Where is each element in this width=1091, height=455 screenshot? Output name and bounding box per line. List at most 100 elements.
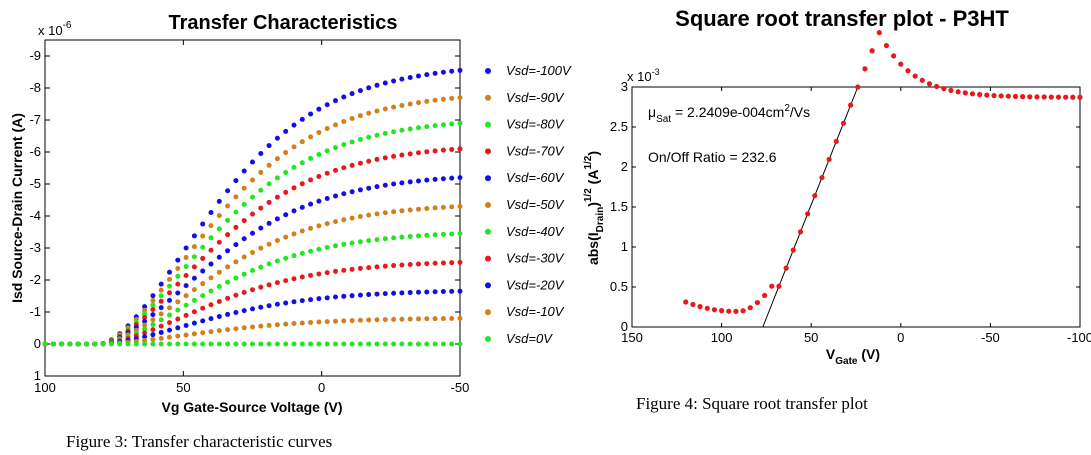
data-point: [919, 77, 925, 83]
data-point: [407, 316, 413, 322]
data-point: [274, 135, 280, 141]
data-point: [200, 244, 206, 250]
data-point: [241, 254, 247, 260]
data-point: [274, 301, 280, 307]
data-point: [840, 120, 847, 126]
data-point: [233, 194, 239, 200]
data-point: [299, 160, 305, 166]
legend-entry: Vsd=-20V: [506, 277, 565, 292]
data-point: [333, 122, 338, 128]
data-point: [216, 313, 222, 319]
data-point: [191, 264, 197, 270]
data-point: [250, 159, 255, 165]
data-point: [258, 284, 264, 290]
data-point: [366, 85, 372, 91]
data-point: [59, 341, 65, 347]
data-point: [167, 305, 172, 311]
data-point: [274, 341, 280, 347]
data-point: [333, 98, 338, 104]
data-point: [233, 209, 239, 215]
sqrt-x-axis-label: VGate (V): [826, 346, 880, 367]
data-point: [407, 101, 413, 107]
data-point: [100, 341, 106, 347]
data-point: [283, 189, 289, 195]
data-point: [291, 341, 297, 347]
data-point: [258, 150, 264, 156]
data-point: [912, 73, 918, 79]
data-point: [399, 127, 405, 133]
data-point: [366, 134, 372, 140]
data-point: [374, 82, 380, 88]
data-point: [333, 341, 338, 347]
data-point: [416, 100, 421, 106]
data-point: [740, 308, 746, 314]
data-point: [241, 308, 247, 314]
data-point: [399, 76, 405, 82]
y-tick-label: 3: [621, 79, 628, 94]
data-point: [1012, 93, 1019, 100]
data-point: [142, 330, 148, 336]
data-point: [862, 66, 868, 72]
data-point: [783, 265, 789, 271]
y-tick-label: -4: [29, 208, 41, 223]
data-point: [391, 341, 397, 347]
data-point: [324, 148, 330, 154]
data-point: [432, 205, 438, 211]
data-point: [407, 126, 413, 132]
data-point: [754, 299, 761, 306]
data-point: [266, 282, 272, 288]
data-point: [291, 208, 297, 214]
data-point: [299, 320, 305, 326]
data-point: [142, 341, 148, 347]
data-point: [158, 335, 164, 341]
y-tick-label: -5: [29, 176, 41, 191]
transfer-x-axis-label: Vg Gate-Source Voltage (V): [162, 399, 343, 415]
data-point: [399, 234, 405, 240]
data-point: [191, 254, 197, 260]
data-point: [241, 236, 247, 242]
data-point: [216, 198, 222, 204]
data-point: [449, 121, 455, 127]
data-point: [991, 92, 997, 99]
data-point: [357, 187, 363, 193]
data-point: [449, 68, 455, 74]
data-point: [382, 80, 388, 86]
data-point: [366, 317, 372, 323]
y-tick-label: 1.5: [610, 199, 628, 214]
data-point: [216, 226, 222, 232]
data-point: [399, 341, 405, 347]
data-point: [67, 341, 73, 347]
data-point: [790, 247, 796, 253]
transfer-legend: Vsd=-100V Vsd=-90V Vsd=-80V Vsd=-70V Vsd=-60…: [485, 63, 572, 346]
data-point: [274, 238, 280, 244]
x-tick-label: -50: [981, 330, 1000, 345]
data-point: [366, 265, 372, 271]
data-point: [424, 316, 430, 322]
data-point: [324, 295, 330, 301]
data-point: [457, 67, 463, 73]
data-point: [233, 178, 239, 184]
data-point: [175, 333, 181, 339]
data-point: [308, 177, 314, 183]
data-point: [167, 312, 172, 318]
data-point: [258, 169, 264, 175]
data-point: [357, 341, 363, 347]
data-point: [391, 209, 397, 215]
legend-marker: [485, 121, 491, 128]
data-point: [349, 162, 355, 168]
data-point: [200, 268, 206, 274]
data-point: [183, 302, 189, 308]
legend-entry: Vsd=-30V: [506, 251, 565, 266]
data-point: [274, 322, 280, 328]
data-point: [291, 122, 297, 128]
data-point: [216, 341, 222, 347]
data-point: [167, 290, 172, 296]
data-point: [191, 233, 197, 239]
data-point: [357, 160, 363, 166]
x-tick-label: 0: [318, 380, 325, 395]
data-point: [117, 341, 123, 347]
x-tick-label: 50: [176, 380, 190, 395]
data-point: [690, 301, 696, 308]
data-point: [440, 316, 446, 322]
data-point: [274, 280, 280, 286]
